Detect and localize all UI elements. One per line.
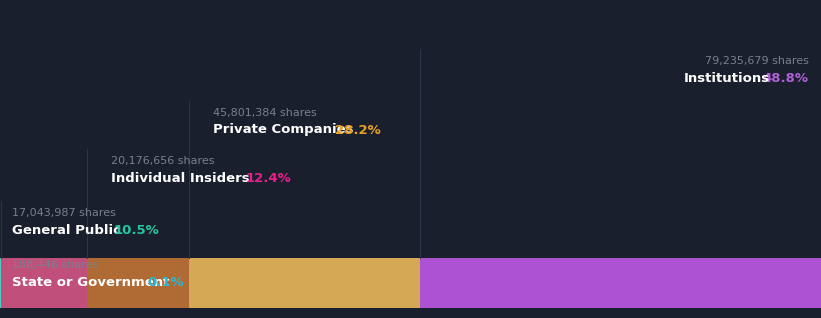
- Text: General Public: General Public: [12, 224, 122, 237]
- Text: Individual Insiders: Individual Insiders: [111, 171, 259, 184]
- Text: 0.1%: 0.1%: [148, 275, 184, 288]
- Text: Private Companies: Private Companies: [213, 123, 363, 136]
- Text: 17,043,987 shares: 17,043,987 shares: [12, 208, 117, 218]
- Text: Private Companies: Private Companies: [213, 123, 354, 136]
- Bar: [0, 258, 1, 308]
- Text: 79,235,679 shares: 79,235,679 shares: [704, 56, 809, 66]
- Text: 28.2%: 28.2%: [335, 123, 381, 136]
- Text: 48.8%: 48.8%: [763, 72, 809, 85]
- Text: 188,446 shares: 188,446 shares: [12, 260, 99, 270]
- Text: State or Government: State or Government: [12, 275, 170, 288]
- Text: 10.5%: 10.5%: [113, 224, 159, 237]
- Bar: [1, 258, 87, 308]
- Text: Individual Insiders: Individual Insiders: [111, 171, 250, 184]
- Text: 20,176,656 shares: 20,176,656 shares: [111, 156, 214, 166]
- Bar: [420, 258, 821, 308]
- Bar: [87, 258, 189, 308]
- Bar: [189, 258, 420, 308]
- Text: General Public: General Public: [12, 224, 131, 237]
- Text: Institutions: Institutions: [684, 72, 770, 85]
- Text: 45,801,384 shares: 45,801,384 shares: [213, 108, 317, 118]
- Text: State or Government: State or Government: [12, 275, 179, 288]
- Text: 12.4%: 12.4%: [246, 171, 291, 184]
